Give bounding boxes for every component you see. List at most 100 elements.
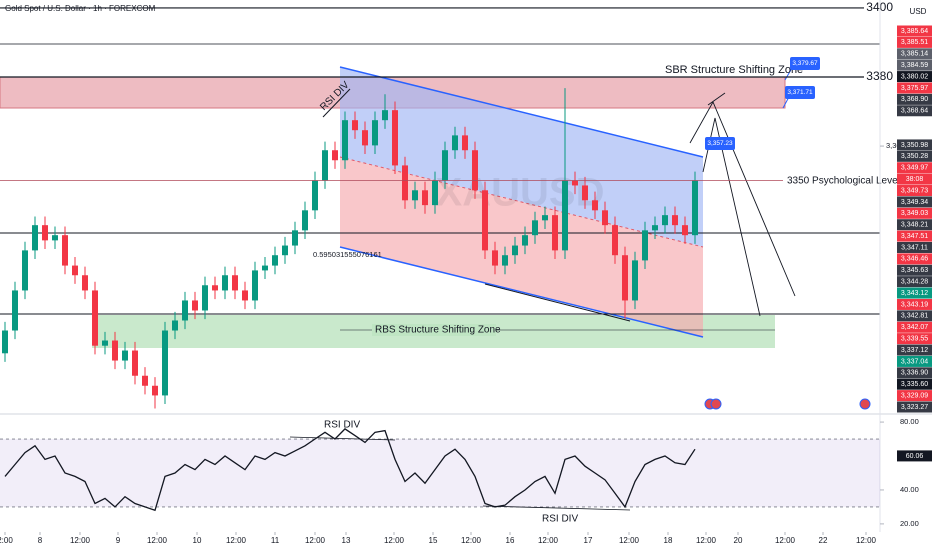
price-tag-label: 38:08 [906,176,924,183]
price-tag: 3,349.73 [897,185,932,197]
candle-body [442,150,448,181]
price-tag-bg [897,390,932,402]
price-tag-bg [897,82,932,94]
level-label-bg [864,0,894,15]
price-tag-label: 3,384.59 [901,62,928,69]
price-tag-bg [897,344,932,356]
candle-body [412,190,418,201]
candle-body [522,235,528,246]
candle-body [502,255,508,266]
price-tag: 3,380.02 [897,71,932,83]
candle-body [322,150,328,181]
candle-body [332,150,338,161]
price-tag-bg [897,378,932,390]
price-tag: 3,350.98 [897,139,932,151]
event-icon[interactable] [710,398,722,410]
x-tick-label: 12:00 [461,536,482,545]
candle-body [432,180,438,206]
candle-body [662,215,668,226]
psych-label-bg [783,173,895,188]
price-tag: 3,348.21 [897,219,932,231]
x-tick-label: 12:00 [384,536,405,545]
price-tag-bg [897,310,932,322]
level-label-bg [864,70,894,85]
channel-bottom [339,246,704,338]
price-tag-bg [897,162,932,174]
x-tick-label: 11 [271,536,280,545]
target-tag-label: 3,371.71 [787,89,813,96]
candle-body [402,165,408,201]
price-tag-bg [897,298,932,310]
price-tag-bg [897,196,932,208]
candle-body [622,255,628,301]
candle-body [692,180,698,236]
candle-body [232,275,238,291]
price-tag-bg [897,287,932,299]
currency: USD [910,7,927,16]
price-tag: 3,347.51 [897,230,932,242]
price-tag-bg [897,276,932,288]
price-tag-bg [897,71,932,83]
candle-body [72,265,78,276]
price-tag: 3,342.07 [897,321,932,333]
candle-body [52,235,58,241]
price-tag-bg [897,139,932,151]
price-tag-bg [897,105,932,117]
candle-body [12,290,18,331]
rsi-tick-label: 80.00 [900,417,919,426]
price-tag-label: 3,385.14 [901,51,928,58]
price-tag-label: 3,336.90 [901,370,928,377]
rbs-label-bg [372,324,496,336]
candle-body [212,285,218,291]
rsi-tick-label: 40.00 [900,485,919,494]
candle-body [62,235,68,266]
price-tag-label: 3,345.63 [901,267,928,274]
candle-body [162,330,168,396]
channel-upper-fill [340,67,703,247]
rbs-label: RBS Structure Shifting Zone [375,325,501,336]
rsi-div-line [482,505,631,511]
candle-body [382,110,388,121]
candle-body [642,230,648,261]
candle-body [482,190,488,251]
candle-body [652,225,658,231]
target-tag: 3,357.23 [705,137,735,150]
x-tick-label: 12:00 [775,536,796,545]
price-tag-bg [897,219,932,231]
x-tick-label: 12:00 [147,536,168,545]
rsi-div-label: RSI DIV [542,514,578,525]
channel-top [339,66,704,158]
candle-body [122,350,128,361]
candle-body [132,350,138,376]
x-tick-label: 9 [116,536,121,545]
price-tag-label: 3,349.73 [901,187,928,194]
price-tag-label: 3,349.97 [901,165,928,172]
candle-body [2,330,8,354]
candle-body [462,135,468,151]
x-tick-label: 2:00 [0,536,13,545]
price-tag: 3,368.90 [897,93,932,105]
price-tag-bg [897,264,932,276]
fib-label: 0.595031555076161 [313,250,382,259]
price-tag: 3,350.28 [897,150,932,162]
price-tag-bg [897,355,932,367]
event-icon[interactable] [859,398,871,410]
x-tick-label: 13 [342,536,351,545]
rsi-band [0,439,880,507]
rsi-line [4,428,696,512]
x-tick-label: 18 [664,536,673,545]
candle-body [22,250,28,291]
x-tick-label: 12:00 [70,536,91,545]
x-tick-label: 12:00 [226,536,247,545]
candle-body [252,270,258,301]
price-tag-label: 3,343.19 [901,301,928,308]
candle-body [152,385,158,396]
candle-body [302,210,308,231]
candle-body [82,275,88,291]
candle-body [352,120,358,131]
price-tag-bg [897,59,932,71]
price-tag-label: 3,337.04 [901,358,928,365]
price-tag: 3,329.09 [897,390,932,402]
watermark: XAUUSD [436,171,605,215]
divergence-line [322,88,351,118]
